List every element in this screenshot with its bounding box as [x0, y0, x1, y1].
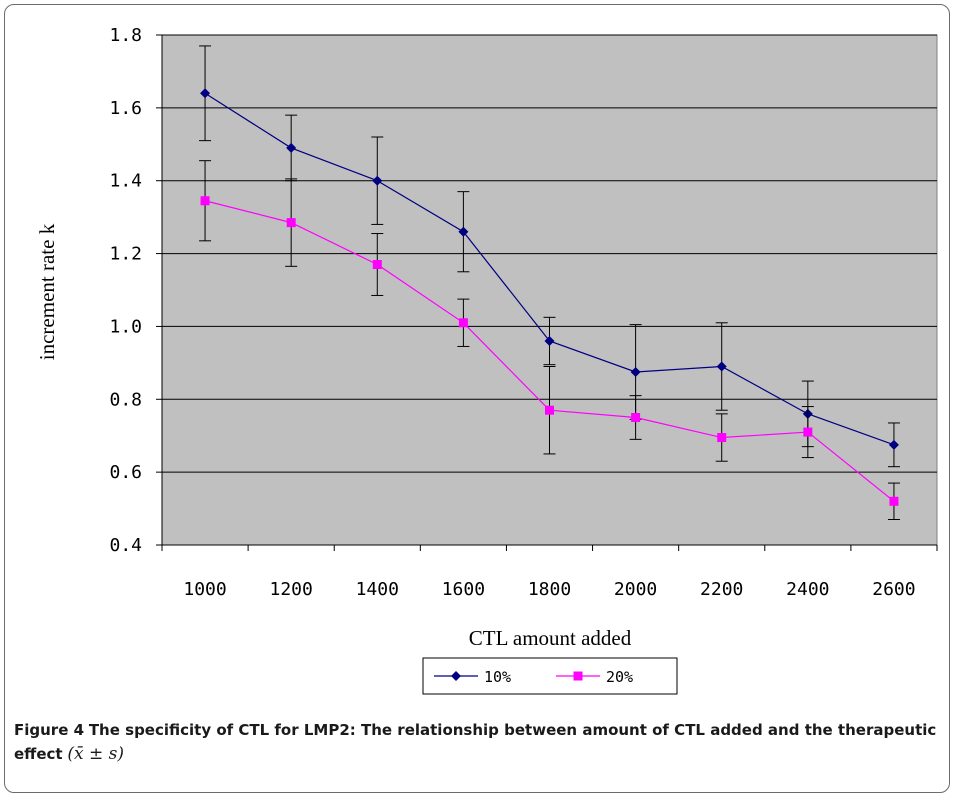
data-point — [200, 196, 210, 206]
data-point — [458, 318, 468, 328]
data-point — [803, 427, 813, 437]
figure-caption: Figure 4 The specificity of CTL for LMP2… — [14, 718, 944, 766]
data-point — [286, 218, 296, 228]
data-point — [200, 88, 211, 99]
axes — [156, 34, 938, 551]
x-tick-label: 1400 — [356, 579, 399, 600]
data-point — [716, 361, 727, 372]
legend: 10% 20% — [422, 657, 678, 695]
plot-area — [161, 34, 938, 546]
x-tick-label: 1800 — [528, 579, 571, 600]
chart: 1.8 1.6 1.4 1.2 1.0 0.8 0.6 0.4 1000 1200 1400 160… — [35, 25, 938, 695]
y-tick-label: 0.6 — [109, 462, 142, 483]
x-tick-label: 2400 — [786, 579, 829, 600]
data-point — [286, 142, 297, 153]
figure-caption-text: The specificity of CTL for LMP2: The rel… — [14, 721, 937, 763]
y-tick-label: 0.8 — [109, 389, 142, 410]
x-tick-label: 1200 — [269, 579, 312, 600]
data-point — [545, 405, 554, 415]
data-point — [889, 496, 899, 506]
y-tick-label: 0.4 — [109, 535, 142, 556]
y-axis-title: increment rate k — [35, 223, 59, 360]
data-point — [630, 366, 641, 377]
data-point — [888, 439, 899, 450]
data-point — [631, 413, 641, 422]
y-tick-label: 1.8 — [109, 25, 142, 46]
x-tick-label: 1600 — [442, 579, 485, 600]
data-point — [372, 260, 382, 269]
data-point — [458, 226, 469, 237]
y-tick-label: 1.6 — [109, 98, 142, 119]
legend-label: 10% — [484, 668, 511, 686]
y-tick-label: 1.0 — [109, 316, 142, 337]
x-tick-label: 2000 — [614, 579, 657, 600]
x-tick-labels: 1000 1200 1400 1600 1800 2000 2200 2400 2600 — [183, 579, 915, 600]
legend-marker — [451, 671, 461, 681]
series-layer — [199, 45, 900, 520]
legend-label: 20% — [606, 668, 633, 686]
data-point — [372, 175, 383, 186]
series-1 — [199, 45, 900, 468]
figure-label: Figure 4 — [14, 721, 85, 739]
x-axis-title: CTL amount added — [469, 626, 632, 650]
x-tick-label: 2200 — [700, 579, 743, 600]
data-point — [544, 336, 555, 346]
x-tick-label: 2600 — [872, 579, 915, 600]
series-2 — [199, 160, 900, 520]
data-point — [717, 433, 727, 443]
y-tick-labels: 1.8 1.6 1.4 1.2 1.0 0.8 0.6 0.4 — [109, 25, 142, 556]
figure-caption-formula: (x̄ ± s) — [67, 744, 124, 764]
y-tick-label: 1.4 — [109, 171, 142, 192]
y-tick-label: 1.2 — [109, 244, 142, 265]
legend-marker — [573, 671, 583, 681]
x-tick-label: 1000 — [183, 579, 226, 600]
